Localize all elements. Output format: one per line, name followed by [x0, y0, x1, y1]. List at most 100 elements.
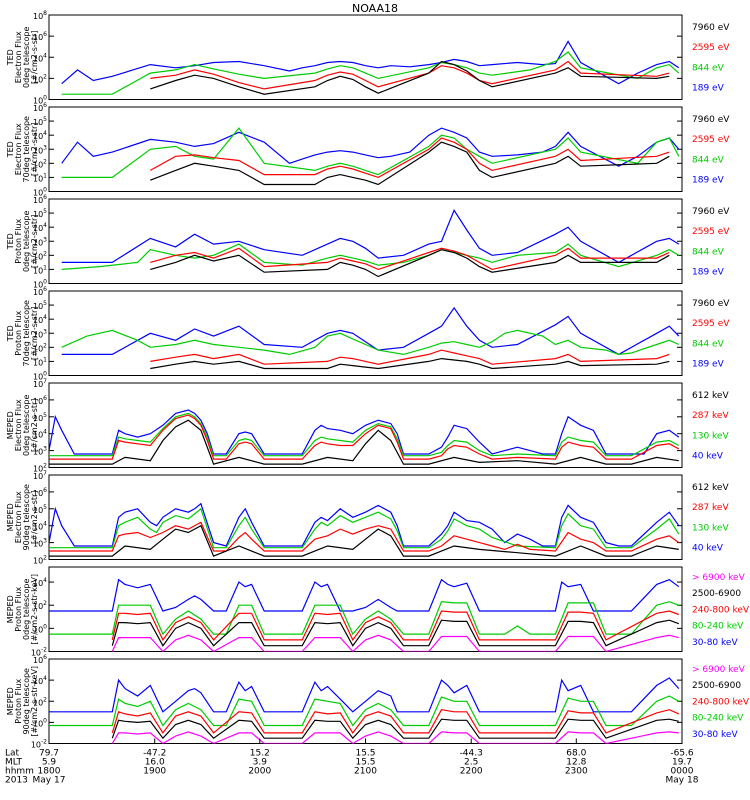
panel-frame: [48, 474, 683, 560]
figure-title: NOAA18: [352, 2, 398, 15]
y-axis-label-line: TED: [6, 141, 15, 158]
series-line-844-ev: [61, 243, 680, 270]
series-line-7960-ev: [150, 357, 670, 370]
y-axis-label-line: MEPED: [6, 503, 15, 531]
y-tick-label: 105: [33, 116, 47, 127]
y-tick-label: 10-2: [31, 739, 47, 750]
y-tick-label: 102: [33, 600, 47, 611]
legend-entry: 612 keV: [692, 483, 729, 493]
legend-entry: 844 eV: [692, 63, 725, 73]
series-line-2595-ev: [150, 137, 670, 179]
series-line-287-kev: [49, 521, 680, 552]
panel-frame: [48, 198, 683, 284]
y-tick-label: 100: [33, 279, 47, 290]
y-tick-label: 104: [33, 52, 47, 63]
series-line--6900-kev: [111, 731, 679, 744]
x-tick-label-mlt: 3.9: [253, 758, 268, 768]
y-tick-label: 102: [33, 250, 47, 261]
y-tick-label: 103: [33, 538, 47, 549]
y-tick-label: 107: [33, 378, 47, 389]
x-tick-label-mlt: 12.8: [566, 758, 586, 768]
y-axis-label: MEPEDProton Flux90deg telescope[#/cm2-s-…: [6, 666, 39, 737]
y-tick-label: 102: [33, 463, 47, 474]
panel-3: 100 101 102 103 104 105 106 TEDProton Flux0deg …: [6, 194, 730, 290]
series-line-130-kev: [49, 412, 680, 457]
panel-4: 100 101 102 103 104 105 106 TEDProton Flux70deg…: [6, 286, 730, 382]
series-line-40-kev: [49, 409, 680, 455]
series-line-287-kev: [49, 414, 680, 460]
legend-entry: 7960 eV: [692, 115, 730, 125]
y-axis-label-line: Electron Flux: [14, 31, 23, 83]
series-line-30-80-kev: [49, 677, 680, 713]
x-tick-label-mlt: 19.7: [672, 758, 692, 768]
x-tick-label-hhmm: 2000: [248, 767, 271, 777]
legend-entry: 2500-6900: [692, 589, 741, 599]
legend-entry: 189 eV: [692, 175, 725, 185]
y-axis-label-line: [#/cm2-s-str-keV]: [30, 574, 39, 645]
legend-entry: 2595 eV: [692, 227, 730, 237]
y-axis-label-line: Proton Flux: [14, 311, 23, 356]
y-axis-label: MEPEDProton Flux0deg telescope[#/cm2-s-s…: [6, 574, 39, 645]
legend-entry: 240-800 keV: [692, 605, 750, 615]
legend-entry: 189 eV: [692, 267, 725, 277]
y-tick-label: 106: [33, 395, 47, 406]
series-line-7960-ev: [150, 141, 670, 186]
y-tick-label: 100: [33, 623, 47, 634]
series-line-612-kev: [49, 524, 679, 557]
legend-entry: 30-80 keV: [692, 730, 738, 740]
y-axis-label-line: 70deg telescope: [22, 300, 31, 367]
y-tick-label: 10-2: [31, 647, 47, 658]
x-tick-label-lat: 68.0: [566, 749, 586, 759]
y-axis-label-line: 0deg telescope: [22, 26, 31, 87]
series-line-240-800-kev: [111, 709, 680, 734]
y-tick-label: 101: [33, 172, 47, 183]
series-line-7960-ev: [150, 60, 670, 95]
series-line-40-kev: [49, 502, 680, 547]
series-line-844-ev: [61, 127, 680, 178]
legend-entry: 130 keV: [692, 523, 729, 533]
x-tick-label-lat: 15.5: [355, 749, 375, 759]
x-tick-label-hhmm: 1900: [143, 767, 166, 777]
y-tick-label: 100: [33, 371, 47, 382]
panel-frame: [48, 290, 683, 376]
y-tick-label: 105: [33, 412, 47, 423]
x-tick-label-hhmm: 0000: [671, 767, 694, 777]
legend-entry: 30-80 keV: [692, 638, 738, 648]
y-axis-label: TEDElectron Flux70deg telescope[#/cm2-s-…: [6, 116, 39, 183]
y-axis-label-line: MEPED: [6, 595, 15, 623]
y-axis-label-line: MEPED: [6, 687, 15, 715]
legend-entry: > 6900 keV: [692, 573, 746, 583]
x-tick-label-mlt: 5.9: [42, 758, 57, 768]
y-tick-label: 102: [33, 696, 47, 707]
y-tick-label: 104: [33, 577, 47, 588]
x-tick-label-hhmm: 2100: [354, 767, 377, 777]
y-tick-label: 106: [33, 102, 47, 113]
series-line-80-240-kev: [49, 695, 680, 727]
series-line-189-ev: [61, 306, 680, 356]
x-row-label: hhmm: [5, 767, 34, 777]
y-axis-label-line: [#/cm2-s-str]: [30, 123, 39, 176]
series-line-30-80-kev: [49, 578, 680, 612]
series-line-240-800-kev: [111, 610, 680, 642]
y-axis-label-line: TED: [6, 325, 15, 342]
y-tick-label: 103: [33, 446, 47, 457]
legend-entry: 40 keV: [692, 543, 724, 553]
x-tick-label-lat: -44.3: [460, 749, 483, 759]
y-tick-label: 107: [33, 470, 47, 481]
panel-frame: [48, 382, 683, 468]
legend-entry: 844 eV: [692, 155, 725, 165]
y-tick-label: 100: [33, 95, 47, 106]
x-tick-label-lat: -47.2: [143, 749, 166, 759]
x-tick-label-lat: 79.7: [39, 749, 59, 759]
series-line-189-ev: [61, 127, 680, 167]
y-axis-label-line: 70deg telescope: [22, 116, 31, 183]
y-axis-label-line: Proton Flux: [14, 679, 23, 724]
panel-5: 102 103 104 105 106 107 MEPEDElectron Flux0deg…: [6, 378, 729, 474]
legend-entry: 40 keV: [692, 451, 724, 461]
y-tick-label: 106: [33, 286, 47, 297]
y-tick-label: 106: [33, 654, 47, 665]
y-tick-label: 104: [33, 222, 47, 233]
series-line-2500-6900: [111, 619, 680, 647]
